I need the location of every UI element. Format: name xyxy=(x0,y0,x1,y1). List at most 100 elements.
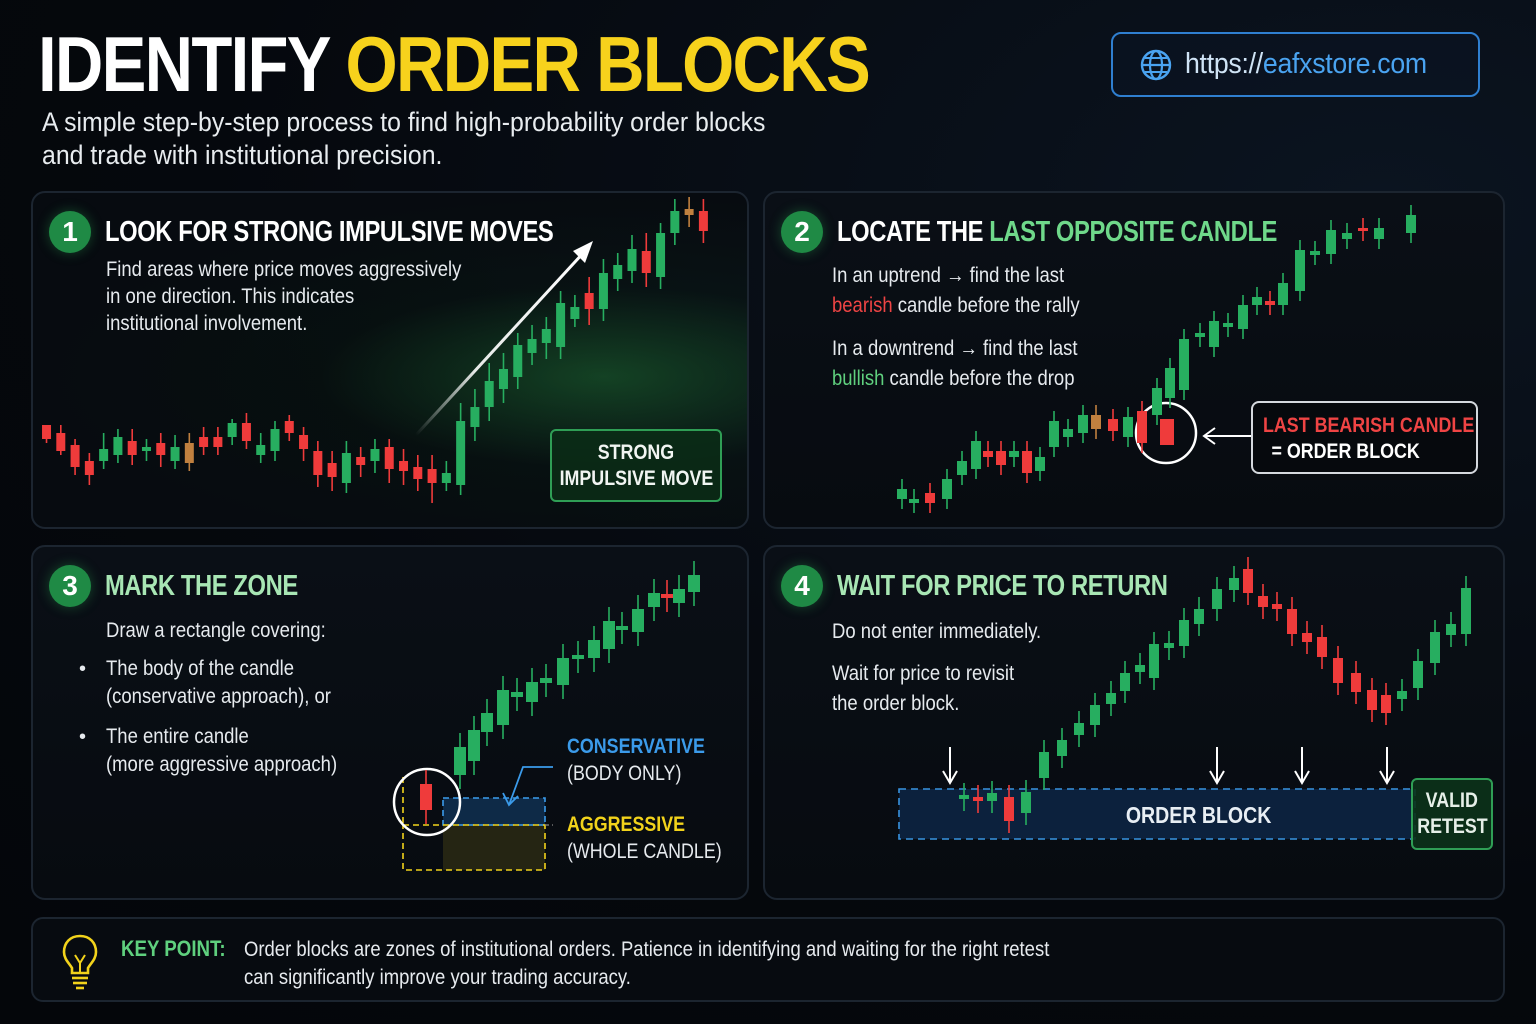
retest-candlestick-chart xyxy=(898,557,1471,840)
candle xyxy=(987,793,997,801)
candle xyxy=(384,447,394,469)
candle xyxy=(541,329,551,343)
candle xyxy=(1461,588,1471,634)
subtitle-line-2: and trade with institutional precision. xyxy=(42,140,443,170)
candle xyxy=(1381,695,1391,713)
candle xyxy=(70,445,80,467)
url-text[interactable]: https://eafxstore.com xyxy=(1185,48,1427,80)
page-subtitle: A simple step-by-step process to find hi… xyxy=(42,106,796,172)
step-title: MARK THE ZONE xyxy=(105,569,298,602)
order-block-highlight-circle xyxy=(1134,401,1198,465)
candle xyxy=(356,457,366,465)
candle xyxy=(1137,411,1147,443)
candle xyxy=(84,461,94,475)
page-title: IDENTIFY ORDER BLOCKS xyxy=(38,20,871,108)
candle xyxy=(1287,609,1297,634)
candle xyxy=(170,447,180,461)
candle xyxy=(1165,368,1175,398)
candle xyxy=(1302,633,1312,642)
candle xyxy=(470,407,480,427)
candle xyxy=(1091,415,1101,429)
candle xyxy=(213,437,223,447)
candle xyxy=(1317,637,1327,657)
order-block-highlight-circle xyxy=(392,767,462,837)
last-bearish-candle-callout: LAST BEARISH CANDLE = ORDER BLOCK xyxy=(1251,401,1478,474)
candle xyxy=(1009,451,1019,457)
candle xyxy=(540,678,552,683)
candle xyxy=(673,589,685,603)
candle xyxy=(1272,604,1282,609)
candle xyxy=(598,273,608,309)
candle xyxy=(256,445,266,455)
candle xyxy=(616,626,628,630)
mark-zone-candlestick-chart xyxy=(392,561,700,871)
candle xyxy=(670,211,680,233)
candle xyxy=(1265,301,1275,305)
candle xyxy=(299,435,309,449)
candle xyxy=(1342,233,1352,239)
candle xyxy=(1326,230,1336,254)
candle xyxy=(942,479,952,499)
candle xyxy=(199,437,209,447)
candle xyxy=(1164,643,1174,648)
candle xyxy=(427,469,437,483)
candle xyxy=(1295,250,1305,291)
candle xyxy=(1039,752,1049,778)
aggressive-zone-fill xyxy=(443,825,545,870)
candle xyxy=(613,265,623,279)
candle xyxy=(497,690,509,725)
candle xyxy=(526,682,538,702)
candle xyxy=(973,797,983,801)
candle xyxy=(56,433,66,451)
order-block-zone-label: ORDER BLOCK xyxy=(1125,802,1272,828)
website-link[interactable]: https://eafxstore.com xyxy=(1111,32,1480,97)
candle xyxy=(698,211,708,231)
step-description: In an uptrend → find the last bearish ca… xyxy=(832,264,1080,390)
lightbulb-icon xyxy=(62,934,98,990)
step-number-badge: 1 xyxy=(49,211,91,253)
candle xyxy=(584,293,594,309)
candle xyxy=(925,493,935,503)
candle xyxy=(1223,323,1233,327)
candle xyxy=(1252,297,1262,305)
step-title: WAIT FOR PRICE TO RETURN xyxy=(837,569,1168,602)
candle xyxy=(1108,419,1118,431)
candle xyxy=(957,461,967,475)
candle xyxy=(688,575,700,592)
candle xyxy=(1057,740,1067,756)
bullet-item: • The entire candle (more aggressive appr… xyxy=(79,725,338,776)
subtitle-line-1: A simple step-by-step process to find hi… xyxy=(42,107,766,137)
impulse-candlestick-chart xyxy=(42,197,708,503)
uptrend-candlestick-chart xyxy=(897,205,1416,513)
candle xyxy=(370,449,380,461)
conservative-label: CONSERVATIVE xyxy=(567,735,705,758)
candle xyxy=(1078,415,1088,433)
candle xyxy=(1106,693,1116,704)
candle xyxy=(556,303,566,347)
candles xyxy=(897,205,1416,513)
candle xyxy=(572,655,584,659)
candle xyxy=(1035,457,1045,471)
bearish-keyword: bearish xyxy=(832,294,893,317)
pointer-arrow-head xyxy=(1202,427,1216,445)
candle xyxy=(441,473,451,483)
candle xyxy=(413,467,423,479)
candle xyxy=(454,747,466,775)
candle xyxy=(527,339,537,353)
candle xyxy=(513,345,523,377)
candle xyxy=(284,421,294,433)
candle xyxy=(1179,620,1189,646)
candle xyxy=(1120,673,1130,691)
step-description: Do not enter immediately. Wait for price… xyxy=(832,620,1042,715)
candle xyxy=(1374,228,1384,239)
candle xyxy=(1123,417,1133,437)
candle xyxy=(270,429,280,451)
title-yellow: ORDER BLOCKS xyxy=(345,20,871,108)
candle xyxy=(570,307,580,319)
candle xyxy=(641,251,651,273)
step-2-panel: 2 LOCATE THE LAST OPPOSITE CANDLE In an … xyxy=(763,191,1505,529)
candle xyxy=(1413,661,1423,688)
step-4-panel: 4 WAIT FOR PRICE TO RETURN Do not enter … xyxy=(763,545,1505,900)
candle xyxy=(1209,321,1219,347)
candle xyxy=(399,461,409,471)
